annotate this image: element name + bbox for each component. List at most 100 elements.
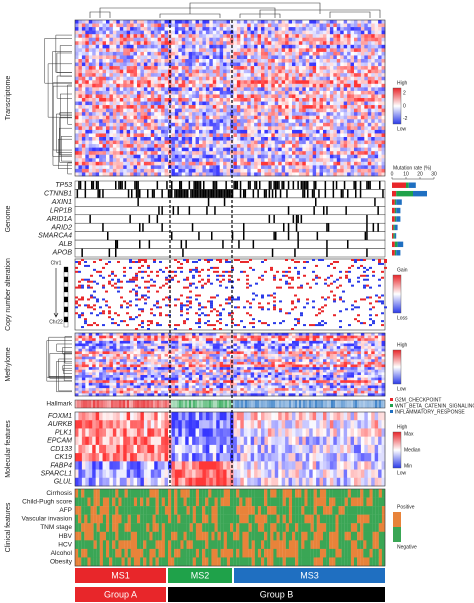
heat-cell <box>226 66 231 70</box>
heat-cell <box>254 48 258 53</box>
mutation-tick <box>207 197 210 207</box>
cna-cell <box>279 300 282 303</box>
heat-cell <box>81 172 86 177</box>
heat-cell <box>123 168 127 173</box>
heat-cell <box>212 73 217 78</box>
cna-cell <box>90 294 93 297</box>
cna-cell <box>108 310 111 313</box>
heat-cell <box>161 105 165 109</box>
cna-cell <box>174 270 177 273</box>
heat-cell <box>319 98 324 102</box>
mutation-tick <box>142 223 144 232</box>
heat-cell <box>367 165 372 170</box>
cna-cell <box>171 278 174 281</box>
heat-cell <box>271 112 276 117</box>
heat-cell <box>230 98 234 102</box>
heat-cell <box>292 66 296 70</box>
heat-cell <box>150 37 155 42</box>
heat-cell <box>347 137 351 141</box>
x-tick-label: 10 <box>403 171 409 177</box>
heat-cell <box>188 48 193 53</box>
heat-cell <box>343 161 348 166</box>
heat-cell <box>312 30 317 35</box>
heat-cell <box>243 44 248 49</box>
cna-cell <box>195 312 198 315</box>
heat-cell <box>236 48 241 53</box>
mutation-tick <box>180 189 183 198</box>
cna-cell <box>150 270 153 273</box>
heat-cell <box>92 119 96 124</box>
heat-cell <box>161 76 165 81</box>
heat-cell <box>264 73 269 78</box>
heat-cell <box>223 137 227 141</box>
heat-cell <box>374 87 379 92</box>
heat-cell <box>367 105 372 109</box>
cna-cell <box>93 280 96 283</box>
heat-cell <box>374 62 379 67</box>
heat-cell <box>329 126 334 131</box>
heat-cell <box>185 66 189 70</box>
cna-cell <box>159 324 162 327</box>
x-tick-label: 0 <box>391 171 394 177</box>
heat-cell <box>323 44 327 49</box>
heat-cell <box>378 23 382 28</box>
heat-cell <box>381 172 386 177</box>
mutation-tick <box>316 231 319 241</box>
heat-cell <box>367 62 372 67</box>
heat-cell <box>202 144 207 148</box>
heat-cell <box>271 41 276 46</box>
heat-cell <box>264 126 269 131</box>
heat-cell <box>254 144 258 148</box>
heat-cell <box>78 94 83 99</box>
heat-cell <box>95 108 100 113</box>
heat-cell <box>133 101 138 106</box>
heat-cell <box>298 55 303 60</box>
heat-cell <box>367 168 372 173</box>
heat-cell <box>374 165 379 170</box>
cna-cell <box>369 318 372 321</box>
cna-cell <box>153 280 156 283</box>
heat-cell <box>354 55 358 60</box>
heat-cell <box>178 62 183 67</box>
cna-cell <box>147 324 150 327</box>
cna-cell <box>135 304 138 307</box>
heat-cell <box>102 27 107 31</box>
cna-cell <box>174 298 177 301</box>
heat-cell <box>316 147 320 152</box>
heat-cell <box>298 147 303 152</box>
heat-cell <box>364 37 369 42</box>
heat-cell <box>247 83 251 88</box>
heat-cell <box>250 87 255 92</box>
heat-cell <box>309 90 313 95</box>
heat-cell <box>247 151 251 156</box>
heat-cell <box>312 37 317 42</box>
heat-cell <box>371 90 375 95</box>
cna-cell <box>366 268 369 271</box>
heat-cell <box>116 147 121 152</box>
heat-cell <box>119 137 124 141</box>
heat-cell <box>254 34 258 39</box>
heat-cell <box>168 101 172 106</box>
heat-cell <box>267 168 272 173</box>
heat-cell <box>347 66 351 70</box>
heat-cell <box>119 122 124 127</box>
heat-cell <box>329 59 334 63</box>
heat-cell <box>202 44 207 49</box>
panel-border <box>74 19 386 177</box>
heat-cell <box>168 98 172 102</box>
heat-cell <box>109 151 114 156</box>
cna-cell <box>117 280 120 283</box>
cna-cell <box>120 320 123 323</box>
mutation-tick <box>180 240 183 249</box>
heat-cell <box>205 23 210 28</box>
heat-cell <box>274 172 279 177</box>
heat-cell <box>154 51 158 56</box>
heat-cell <box>360 165 365 170</box>
heat-cell <box>199 90 203 95</box>
heat-cell <box>75 98 79 102</box>
cna-cell <box>135 294 138 297</box>
cna-cell <box>330 262 333 265</box>
chromosome <box>63 306 69 313</box>
heat-cell <box>195 98 200 102</box>
heat-cell <box>305 23 310 28</box>
